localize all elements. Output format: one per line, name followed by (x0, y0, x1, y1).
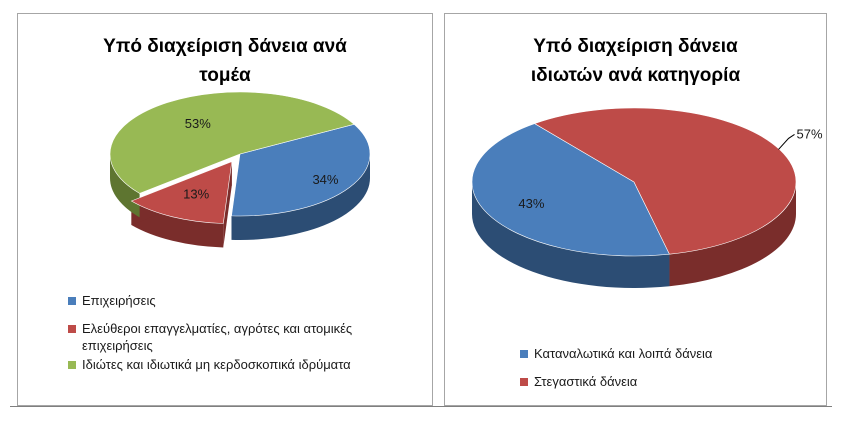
chart-title-line: Υπό διαχείριση δάνεια ανά (103, 36, 347, 57)
legend-item: Ελεύθεροι επαγγελματίες, αγρότες και ατο… (68, 320, 428, 354)
pie-tops (109, 91, 371, 224)
data-label: 13% (183, 187, 209, 202)
chart-title-line: τομέα (199, 65, 251, 86)
chart-title-line: Υπό διαχείριση δάνεια (533, 36, 738, 57)
legend-item: Επιχειρήσεις (68, 292, 428, 309)
legend-label: Καταναλωτικά και λοιπά δάνεια (534, 346, 713, 361)
legend-household: Καταναλωτικά και λοιπά δάνεια Στεγαστικά… (520, 345, 820, 401)
pie-labels: 43% 57% (518, 126, 823, 211)
legend-label: Επιχειρήσεις (82, 293, 156, 308)
chart-title-sectors: Υπό διαχείριση δάνεια ανά τομέα (18, 32, 432, 90)
pie-slice (130, 161, 233, 224)
pie-slice (471, 123, 670, 257)
pie-tops (471, 107, 797, 257)
pie-faces (472, 182, 796, 288)
pie-labels: 34% 13% 53% (183, 116, 339, 202)
legend-label: Ελεύθεροι επαγγελματίες, αγρότες και ατο… (82, 321, 353, 336)
data-label: 43% (518, 196, 544, 211)
leader-line (778, 134, 795, 150)
data-label: 53% (185, 116, 211, 131)
pie-slice-side (231, 154, 370, 241)
legend-label: Στεγαστικά δάνεια (534, 374, 638, 389)
pie-slice (109, 91, 355, 194)
chart-title-household: Υπό διαχείριση δάνεια ιδιωτών ανά κατηγο… (445, 32, 826, 90)
legend-item: Καταναλωτικά και λοιπά δάνεια (520, 345, 820, 362)
legend-swatch (68, 325, 76, 333)
legend-label: επιχειρήσεις (82, 338, 153, 353)
pie-slice-side (472, 182, 670, 288)
chart-panel-sectors: Υπό διαχείριση δάνεια ανά τομέα 34% 13% 53… (17, 13, 433, 406)
legend-label: Ιδιώτες και ιδιωτικά μη κερδοσκοπικά ιδρ… (82, 357, 351, 372)
legend-item: Ιδιώτες και ιδιωτικά μη κερδοσκοπικά ιδρ… (68, 356, 428, 373)
legend-swatch (520, 378, 528, 386)
pie-chart-household: 43% 57% (471, 107, 823, 288)
pie-slice (533, 107, 797, 255)
pie-slice-side (669, 182, 796, 287)
legend-swatch (520, 350, 528, 358)
chart-panel-household: Υπό διαχείριση δάνεια ιδιωτών ανά κατηγο… (444, 13, 827, 406)
baseline-divider (10, 406, 832, 407)
legend-item: Στεγαστικά δάνεια (520, 373, 820, 390)
data-label: 57% (797, 126, 823, 141)
data-label: 34% (312, 172, 338, 187)
legend-swatch (68, 297, 76, 305)
chart-title-line: ιδιωτών ανά κατηγορία (530, 65, 741, 86)
legend-swatch (68, 361, 76, 369)
legend-sectors: Επιχειρήσεις Ελεύθεροι επαγγελματίες, αγ… (68, 292, 428, 384)
pie-chart-sectors: 34% 13% 53% (109, 91, 371, 248)
